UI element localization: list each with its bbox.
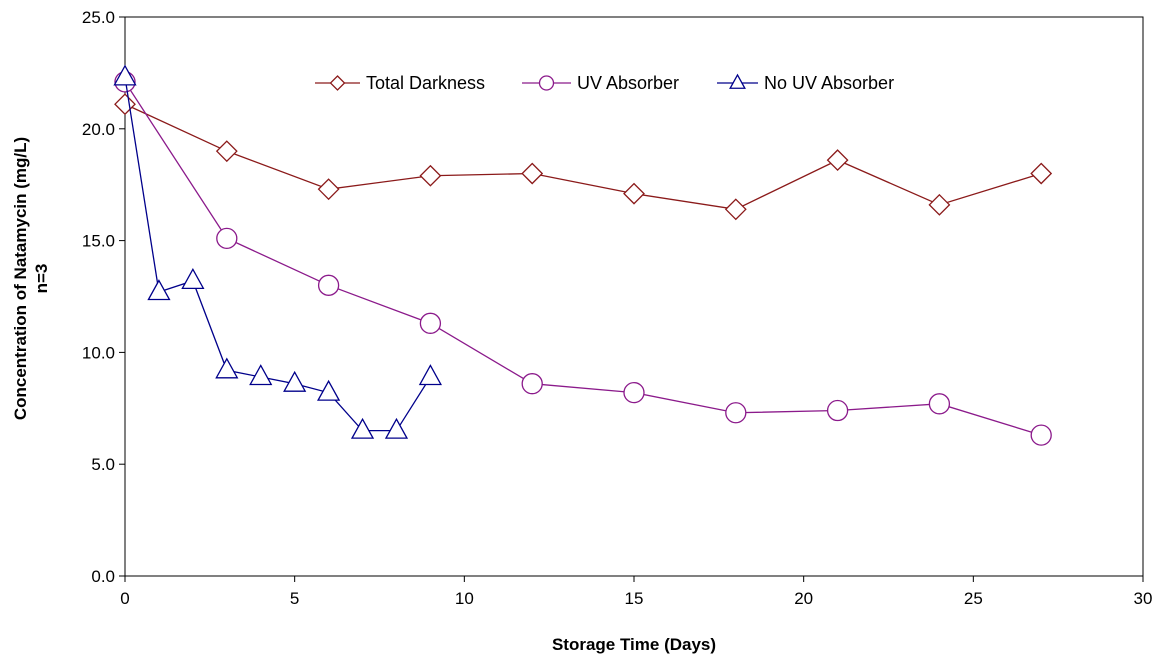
legend-marker bbox=[538, 75, 555, 91]
y-axis-title: Concentration of Natamycin (mg/L) bbox=[11, 137, 30, 420]
series-circle bbox=[114, 71, 1052, 446]
data-point bbox=[1030, 162, 1053, 185]
legend: Total Darkness UV Absorber No UV Absorber bbox=[315, 73, 894, 93]
data-point bbox=[521, 162, 544, 185]
legend-item: UV Absorber bbox=[522, 73, 679, 93]
legend-item: No UV Absorber bbox=[717, 73, 894, 93]
x-tick-label: 15 bbox=[625, 589, 644, 608]
y-tick-label: 5.0 bbox=[91, 455, 115, 474]
x-tick-label: 20 bbox=[794, 589, 813, 608]
data-point bbox=[928, 193, 951, 216]
data-point bbox=[928, 393, 951, 415]
data-point bbox=[521, 373, 543, 395]
data-point bbox=[419, 164, 442, 187]
data-point bbox=[113, 64, 137, 86]
series-diamond bbox=[114, 93, 1053, 221]
y-tick-label: 25.0 bbox=[82, 8, 115, 27]
data-point bbox=[826, 149, 849, 172]
data-point bbox=[1030, 424, 1052, 446]
data-point bbox=[350, 417, 375, 439]
data-point bbox=[419, 312, 442, 334]
data-point bbox=[215, 357, 239, 379]
legend-marker bbox=[729, 73, 746, 89]
y-tick-label: 10.0 bbox=[82, 343, 115, 362]
data-point bbox=[317, 178, 340, 201]
y-tick-label: 15.0 bbox=[82, 232, 115, 251]
data-point bbox=[249, 364, 273, 386]
data-point bbox=[623, 381, 645, 404]
x-axis-title: Storage Time (Days) bbox=[552, 635, 716, 654]
legend-label: No UV Absorber bbox=[764, 73, 894, 93]
x-tick-label: 0 bbox=[120, 589, 129, 608]
y-axis-subtitle: n=3 bbox=[32, 264, 51, 294]
data-point bbox=[114, 93, 136, 116]
data-point bbox=[316, 379, 341, 401]
x-tick-label: 10 bbox=[455, 589, 474, 608]
series-triangle bbox=[113, 64, 443, 439]
data-point bbox=[181, 268, 205, 289]
series-line bbox=[124, 77, 431, 432]
data-point bbox=[317, 274, 340, 296]
x-tick-label: 25 bbox=[964, 589, 983, 608]
legend-item: Total Darkness bbox=[315, 73, 485, 93]
legend-label: Total Darkness bbox=[366, 73, 485, 93]
series-layer bbox=[113, 64, 1053, 446]
data-point bbox=[826, 399, 849, 422]
data-point bbox=[147, 279, 171, 301]
x-tick-label: 30 bbox=[1134, 589, 1153, 608]
series-line bbox=[124, 103, 1042, 210]
legend-marker bbox=[329, 75, 346, 91]
data-point bbox=[623, 182, 645, 205]
y-tick-label: 0.0 bbox=[91, 567, 115, 586]
legend-label: UV Absorber bbox=[577, 73, 679, 93]
data-point bbox=[283, 370, 307, 392]
plot-frame bbox=[124, 16, 1144, 577]
series-line bbox=[124, 81, 1042, 436]
y-tick-label: 20.0 bbox=[82, 120, 115, 139]
data-point bbox=[215, 140, 238, 163]
x-tick-label: 5 bbox=[290, 589, 299, 608]
data-point bbox=[725, 402, 747, 424]
data-point bbox=[384, 417, 409, 439]
axes: 0 5 10 15 20 25 30 0.0 5.0 10.0 15.0 20.0 25.0 bbox=[82, 8, 1153, 608]
data-point bbox=[724, 198, 747, 221]
data-point bbox=[216, 227, 238, 250]
data-point bbox=[418, 364, 443, 386]
